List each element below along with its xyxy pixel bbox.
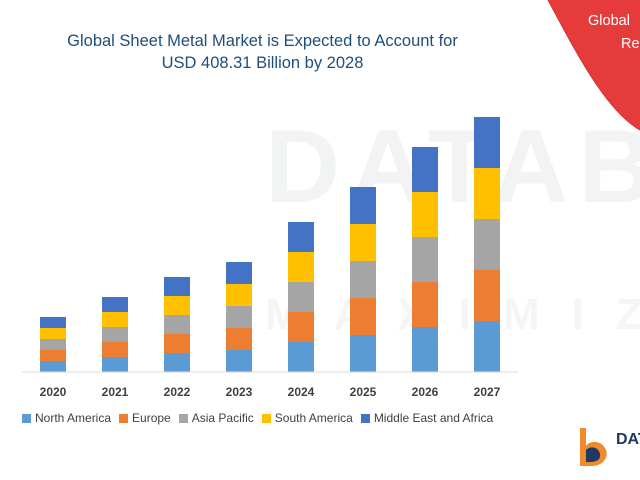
bar-2024-middle-east-and-africa [288, 222, 314, 252]
bar-2024-europe [288, 312, 314, 342]
bar-2027-north-america [474, 321, 500, 372]
legend-label: South America [274, 411, 353, 425]
bar-2022-middle-east-and-africa [164, 277, 190, 296]
bar-2020-europe [40, 350, 66, 361]
bar-2025-asia-pacific [350, 261, 376, 298]
bar-2024-north-america [288, 342, 314, 372]
legend-swatch [360, 413, 370, 423]
bar-2024-asia-pacific [288, 282, 314, 312]
chart-title-line-2: USD 408.31 Billion by 2028 [161, 54, 364, 72]
bar-2022-north-america [164, 353, 190, 372]
bar-2021-south-america [102, 312, 128, 327]
side-panel-label-line-1: Global [588, 13, 630, 29]
legend-swatch [22, 413, 31, 423]
bar-2025-middle-east-and-africa [350, 187, 376, 224]
bar-2022-europe [164, 334, 190, 353]
bar-2025-europe [350, 298, 376, 335]
x-tick-label-2020: 2020 [40, 385, 67, 399]
x-tick-label-2021: 2021 [102, 385, 129, 399]
bar-2026-north-america [412, 327, 438, 372]
bar-2027-middle-east-and-africa [474, 117, 500, 168]
bar-2023-south-america [226, 284, 252, 306]
legend-item-north-america: North America [22, 411, 111, 425]
x-tick-label-2022: 2022 [164, 385, 191, 399]
watermark-text: DATABRI [265, 109, 640, 225]
bar-2023-europe [226, 328, 252, 350]
side-panel-label-line-2: Reg [621, 36, 640, 52]
bar-2025-south-america [350, 224, 376, 261]
legend-item-europe: Europe [119, 411, 171, 425]
bar-2021-middle-east-and-africa [102, 297, 128, 312]
bar-2022-south-america [164, 296, 190, 315]
bar-2026-south-america [412, 192, 438, 237]
legend-label: Middle East and Africa [373, 411, 494, 425]
bar-2023-north-america [226, 350, 252, 372]
x-tick-label-2026: 2026 [412, 385, 439, 399]
chart-title-line-1: Global Sheet Metal Market is Expected to… [67, 32, 458, 50]
brand-logo-icon [580, 428, 607, 466]
bar-2020-south-america [40, 328, 66, 339]
x-tick-label-2025: 2025 [350, 385, 377, 399]
bar-2021-north-america [102, 357, 128, 372]
x-tick-label-2027: 2027 [474, 385, 501, 399]
bar-2026-asia-pacific [412, 237, 438, 282]
bar-2026-europe [412, 282, 438, 327]
legend-item-middle-east-and-africa: Middle East and Africa [360, 411, 494, 425]
legend-swatch [119, 413, 129, 423]
side-panel-edge [547, 0, 640, 131]
bar-2027-south-america [474, 168, 500, 219]
bar-2026-middle-east-and-africa [412, 147, 438, 192]
logo-shape-navy [586, 447, 601, 462]
bar-2027-asia-pacific [474, 219, 500, 270]
bar-2020-middle-east-and-africa [40, 317, 66, 328]
legend-swatch [261, 413, 271, 423]
legend-item-south-america: South America [261, 411, 353, 425]
x-tick-label-2024: 2024 [288, 385, 315, 399]
side-panel-shape [548, 0, 640, 130]
bar-2020-asia-pacific [40, 339, 66, 350]
legend-swatch [178, 413, 188, 423]
brand-name: DAT [616, 431, 640, 448]
bar-2023-middle-east-and-africa [226, 262, 252, 284]
chart-title: Global Sheet Metal Market is Expected to… [40, 30, 485, 74]
bar-2025-north-america [350, 335, 376, 372]
bar-2024-south-america [288, 252, 314, 282]
bar-2027-europe [474, 270, 500, 321]
side-panel-label: Global Reg [588, 10, 640, 56]
chart-legend: North America Europe Asia Pacific South Ame… [22, 410, 501, 426]
bar-2023-asia-pacific [226, 306, 252, 328]
x-tick-label-2023: 2023 [226, 385, 253, 399]
legend-label: Europe [132, 411, 171, 425]
legend-label: Asia Pacific [191, 411, 254, 425]
watermark-subtext: MAXIMIZE [265, 290, 640, 339]
legend-item-asia-pacific: Asia Pacific [178, 411, 254, 425]
bar-2021-asia-pacific [102, 327, 128, 342]
bar-2022-asia-pacific [164, 315, 190, 334]
legend-label: North America [35, 411, 112, 425]
bar-2021-europe [102, 342, 128, 357]
bar-2020-north-america [40, 361, 66, 372]
